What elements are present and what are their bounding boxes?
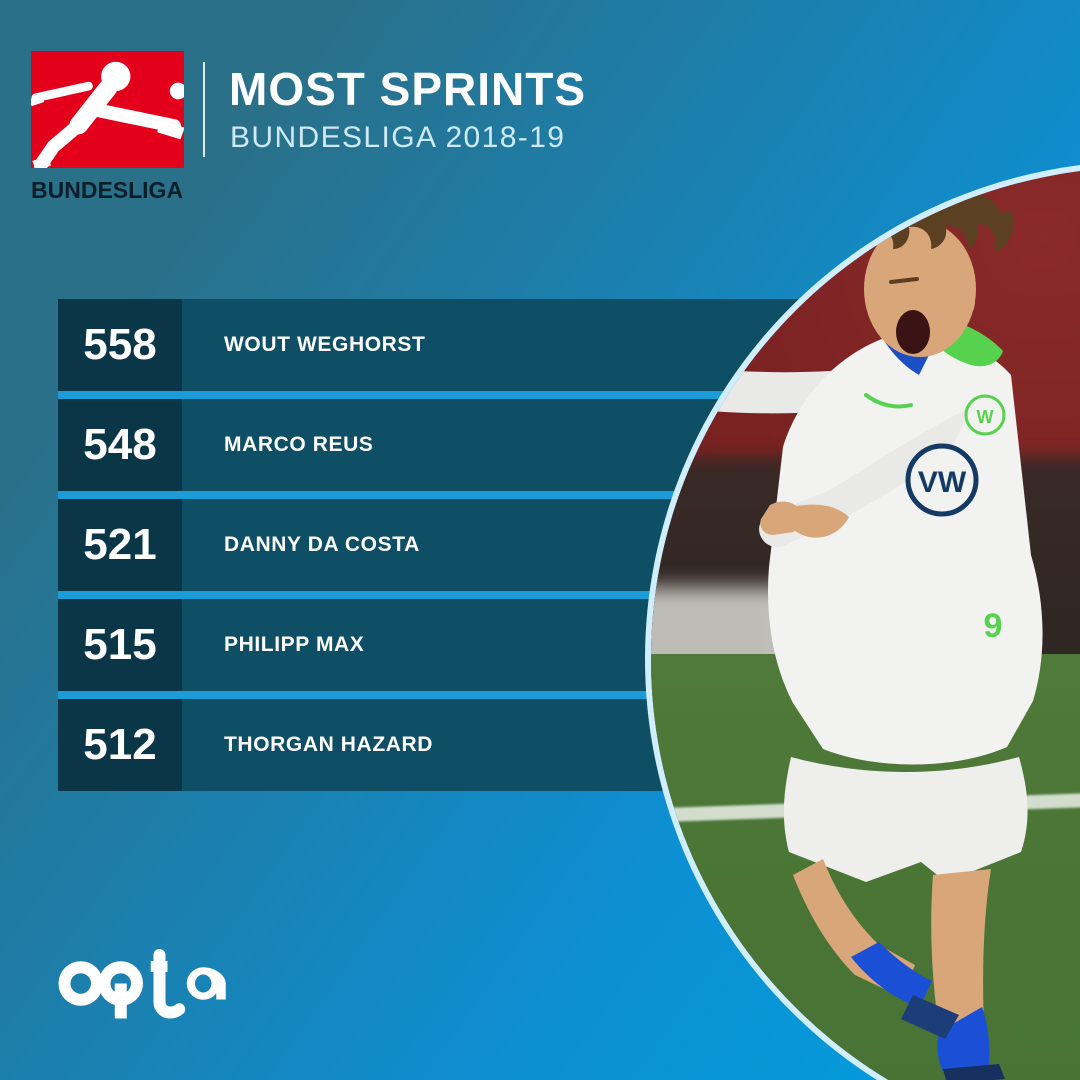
svg-text:9: 9 bbox=[984, 607, 1003, 645]
svg-text:VW: VW bbox=[918, 466, 967, 499]
svg-text:W: W bbox=[977, 407, 994, 427]
